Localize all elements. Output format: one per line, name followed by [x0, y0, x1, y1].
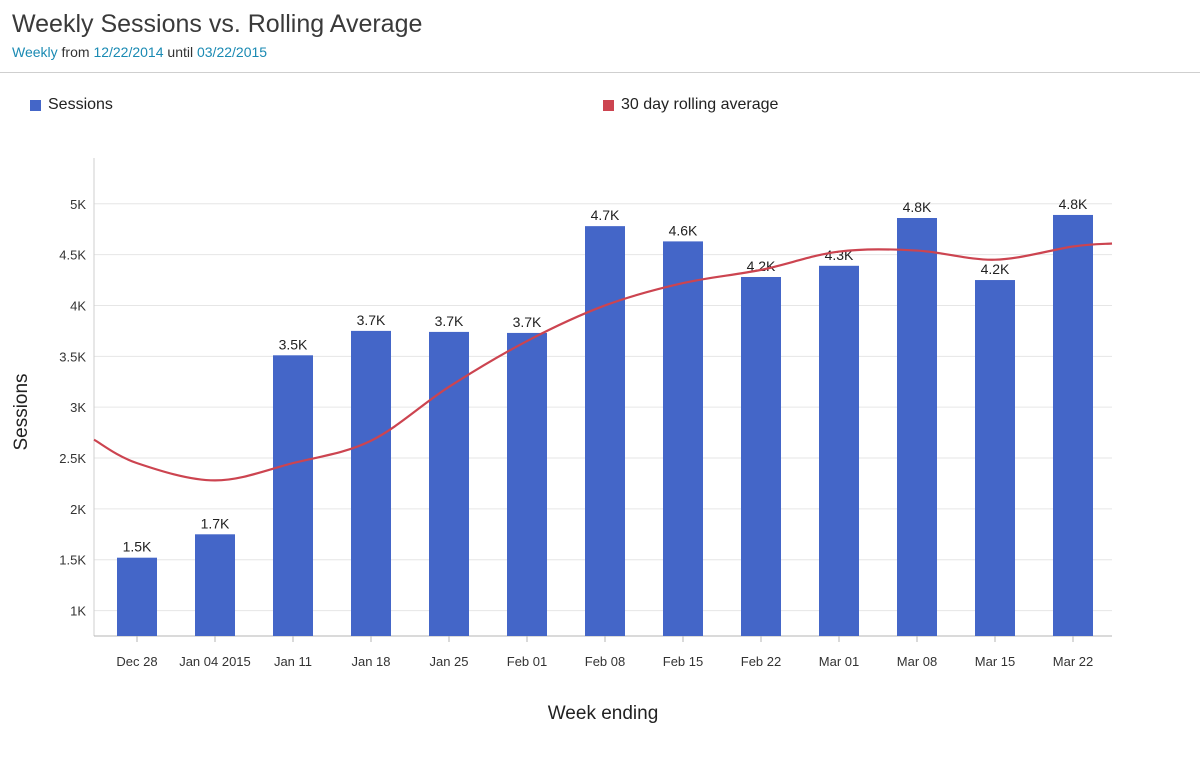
start-date-link[interactable]: 12/22/2014 [93, 44, 164, 60]
sessions-bar[interactable] [507, 332, 547, 636]
y-tick-label: 3.5K [59, 349, 86, 364]
bar-data-label: 3.5K [279, 336, 308, 352]
bar-data-label: 1.7K [201, 515, 230, 531]
bar-data-label: 4.3K [825, 247, 854, 263]
bar-data-label: 3.7K [357, 312, 386, 328]
sessions-bar[interactable] [351, 330, 391, 636]
legend-label-sessions: Sessions [48, 96, 113, 113]
chart-header: Weekly Sessions vs. Rolling Average Week… [0, 0, 1200, 73]
x-tick-label: Jan 04 2015 [179, 654, 251, 669]
x-tick-label: Jan 25 [429, 654, 468, 669]
sessions-bar[interactable] [429, 331, 469, 636]
sessions-bar[interactable] [975, 280, 1015, 636]
y-tick-label: 2K [70, 502, 86, 517]
y-tick-label: 3K [70, 400, 86, 415]
legend-label-rolling-average: 30 day rolling average [621, 96, 779, 113]
y-axis-title: Sessions [11, 373, 32, 450]
x-axis-title: Week ending [548, 703, 659, 724]
sessions-bar[interactable] [1053, 214, 1093, 636]
bar-data-label: 4.2K [981, 261, 1010, 277]
y-tick-label: 1K [70, 604, 86, 619]
sessions-bar[interactable] [897, 218, 937, 636]
subtitle-until-text: until [167, 44, 194, 60]
end-date-link[interactable]: 03/22/2015 [196, 44, 268, 60]
x-tick-label: Mar 15 [975, 654, 1015, 669]
bar-data-label: 4.7K [591, 207, 620, 223]
chart-subtitle: Weekly from 12/22/2014 until 03/22/2015 [12, 44, 267, 60]
x-tick-label: Dec 28 [116, 654, 157, 669]
sessions-bar[interactable] [273, 355, 313, 636]
period-link[interactable]: Weekly [12, 44, 58, 60]
rolling-average-line[interactable] [93, 242, 1113, 482]
y-tick-label: 1.5K [59, 553, 86, 568]
y-tick-label: 5K [70, 197, 86, 212]
y-tick-label: 4K [70, 298, 86, 313]
x-tick-label: Feb 01 [507, 654, 547, 669]
legend-swatch-rolling-average [603, 99, 614, 111]
legend-item-sessions[interactable]: Sessions [30, 96, 113, 114]
bar-data-label: 4.6K [669, 222, 698, 238]
x-tick-label: Mar 08 [897, 654, 937, 669]
x-tick-label: Jan 11 [274, 654, 312, 669]
x-tick-label: Jan 18 [351, 654, 390, 669]
x-tick-label: Mar 22 [1053, 654, 1093, 669]
bar-data-label: 4.8K [1059, 196, 1088, 212]
x-tick-label: Feb 08 [585, 654, 625, 669]
x-tick-label: Mar 01 [819, 654, 859, 669]
sessions-bar[interactable] [117, 557, 157, 636]
x-tick-label: Feb 22 [741, 654, 781, 669]
sessions-bar[interactable] [741, 276, 781, 636]
sessions-bar[interactable] [585, 226, 625, 636]
y-tick-label: 4.5K [59, 248, 86, 263]
bar-data-label: 3.7K [513, 314, 542, 330]
subtitle-from-text: from [61, 44, 90, 60]
chart-title: Weekly Sessions vs. Rolling Average [12, 10, 423, 38]
bar-data-label: 4.8K [903, 199, 932, 215]
bar-data-label: 3.7K [435, 313, 464, 329]
sessions-bar[interactable] [819, 265, 859, 636]
sessions-bar[interactable] [663, 241, 703, 636]
bar-data-label: 4.2K [747, 258, 776, 274]
legend-item-rolling-average[interactable]: 30 day rolling average [603, 96, 778, 114]
y-tick-label: 2.5K [59, 451, 86, 466]
bar-data-label: 1.5K [123, 539, 152, 555]
sessions-bar[interactable] [195, 534, 235, 636]
legend-swatch-sessions [30, 99, 41, 111]
x-tick-label: Feb 15 [663, 654, 703, 669]
